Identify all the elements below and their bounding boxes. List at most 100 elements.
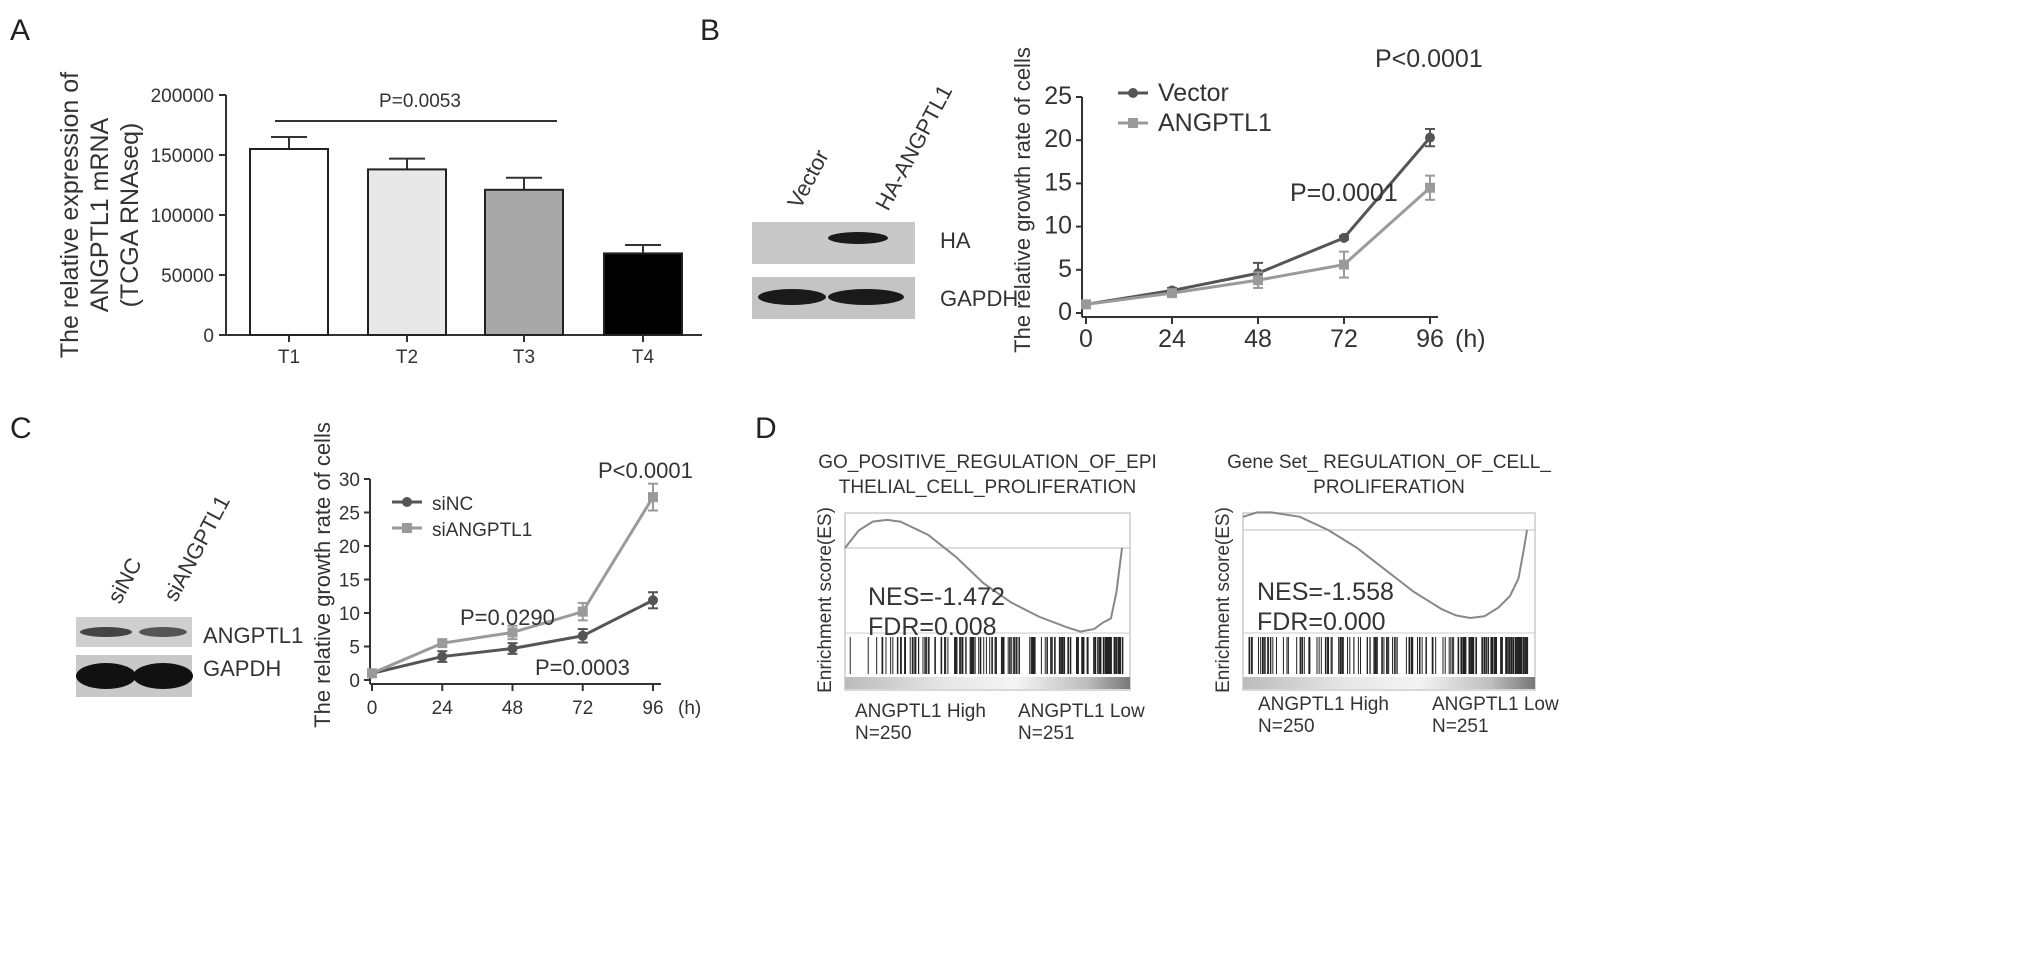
gsea-frame — [1242, 512, 1536, 691]
y-tick-label: 5 — [349, 638, 360, 659]
lane-label: siNC — [102, 553, 147, 607]
data-point — [437, 651, 448, 662]
line-chart-c: 0 5 10 15 20 25 30 0 24 48 72 96 (h) The relative gro… — [310, 422, 701, 728]
x-tick-label: T1 — [278, 347, 300, 368]
gsea-title: GO_POSITIVE_REGULATION_OF_EPI — [818, 452, 1157, 473]
data-point — [1425, 182, 1435, 193]
data-point — [1339, 232, 1349, 243]
band — [758, 289, 826, 305]
bar-T1 — [249, 148, 329, 336]
gsea-title: PROLIFERATION — [1313, 477, 1465, 498]
n-low-label: N=251 — [1432, 716, 1489, 737]
phenotype-high-label: ANGPTL1 High — [1258, 694, 1389, 715]
bar-chart-a: 0 50000 100000 150000 200000 T1 T2 T3 T4 P=0.0053… — [56, 72, 702, 368]
y-axis-label: The relative growth rate of cells — [310, 422, 335, 728]
x-tick-label: 72 — [572, 698, 593, 719]
band-label: GAPDH — [203, 656, 281, 681]
x-tick-label: T4 — [632, 347, 655, 368]
y-tick-label: 25 — [339, 504, 360, 525]
panel-label-b: B — [700, 14, 720, 47]
y-tick-label: 100000 — [151, 206, 214, 227]
western-blot-c: siNC siANGPTL1 ANGPTL1 GAPDH — [76, 491, 303, 697]
phenotype-low-label: ANGPTL1 Low — [1018, 701, 1145, 722]
nes-label: NES=-1.472 — [868, 583, 1005, 611]
y-axis-label: ANGPTL1 mRNA — [86, 117, 114, 312]
gsea-frame — [844, 512, 1131, 691]
legend-label: ANGPTL1 — [1158, 109, 1272, 137]
y-tick-label: 20 — [339, 537, 360, 558]
y-axis-label: The relative expression of — [56, 72, 84, 358]
y-tick-label: 20 — [1044, 125, 1072, 153]
x-tick-label: 24 — [1158, 325, 1186, 353]
gsea-title: THELIAL_CELL_PROLIFERATION — [839, 477, 1136, 498]
lane-label: HA-ANGPTL1 — [870, 81, 957, 215]
y-axis-label: Enrichment score(ES) — [1213, 507, 1234, 693]
y-axis-label: (TCGA RNAseq) — [116, 123, 144, 308]
legend-label: Vector — [1158, 79, 1229, 107]
y-tick-label: 200000 — [151, 86, 214, 107]
p-value-label: P=0.0001 — [1290, 179, 1398, 207]
band — [80, 627, 132, 637]
x-tick-label: 96 — [1416, 325, 1444, 353]
x-tick-label: T2 — [396, 347, 418, 368]
data-point — [577, 606, 588, 617]
p-value-label: P<0.0001 — [598, 458, 693, 483]
y-tick-label: 5 — [1058, 255, 1072, 283]
data-point — [1167, 288, 1177, 299]
data-point — [507, 627, 518, 638]
fdr-label: FDR=0.000 — [1257, 608, 1386, 636]
enrichment-curve — [1242, 511, 1528, 620]
band — [828, 289, 904, 305]
x-tick-label: 0 — [1079, 325, 1093, 353]
rank-gradient-bar — [845, 677, 1130, 689]
x-unit-label: (h) — [1455, 325, 1486, 353]
data-point — [367, 668, 377, 679]
data-point — [1425, 132, 1435, 143]
legend-label: siNC — [432, 494, 473, 515]
bar-T4 — [603, 252, 683, 336]
y-tick-label: 0 — [203, 326, 214, 347]
bar-T3 — [484, 188, 564, 336]
gsea-plot-left: GO_POSITIVE_REGULATION_OF_EPI THELIAL_CEL… — [815, 452, 1157, 744]
y-tick-label: 10 — [339, 604, 360, 625]
band — [828, 232, 888, 244]
data-point — [507, 643, 518, 654]
y-axis-label: The relative growth rate of cells — [1010, 47, 1035, 353]
lane-label: siANGPTL1 — [158, 491, 235, 605]
n-low-label: N=251 — [1018, 723, 1075, 744]
band-label: ANGPTL1 — [203, 623, 303, 648]
y-tick-label: 10 — [1044, 212, 1072, 240]
lane-label: Vector — [782, 146, 833, 213]
panel-label-a: A — [10, 14, 30, 47]
legend-marker — [1128, 88, 1138, 98]
phenotype-high-label: ANGPTL1 High — [855, 701, 986, 722]
p-value-label: P<0.0001 — [1375, 45, 1483, 73]
legend-marker — [402, 523, 412, 533]
data-point — [648, 595, 658, 606]
x-tick-label: 0 — [367, 698, 378, 719]
p-value-label: P=0.0290 — [460, 605, 555, 630]
band — [76, 663, 136, 689]
y-tick-label: 15 — [339, 571, 360, 592]
y-tick-label: 25 — [1044, 82, 1072, 110]
x-tick-label: 96 — [642, 698, 663, 719]
y-axis-label: Enrichment score(ES) — [815, 507, 836, 693]
y-tick-label: 150000 — [151, 146, 214, 167]
x-tick-label: 24 — [432, 698, 454, 719]
p-value-label: P=0.0053 — [379, 91, 461, 112]
data-point — [1339, 259, 1349, 270]
legend-label: siANGPTL1 — [432, 520, 532, 541]
fdr-label: FDR=0.008 — [868, 613, 997, 641]
bar-T2 — [367, 168, 447, 336]
band — [139, 627, 187, 637]
x-tick-label: 48 — [502, 698, 523, 719]
gsea-title: Gene Set_ REGULATION_OF_CELL_ — [1227, 452, 1551, 473]
data-point — [1081, 299, 1091, 310]
enrichment-curve — [844, 518, 1123, 633]
x-tick-label: 72 — [1330, 325, 1358, 353]
data-point — [1253, 275, 1263, 286]
data-point — [648, 492, 658, 503]
panel-label-d: D — [755, 412, 777, 445]
p-value-label: P=0.0003 — [535, 655, 630, 680]
nes-label: NES=-1.558 — [1257, 578, 1394, 606]
